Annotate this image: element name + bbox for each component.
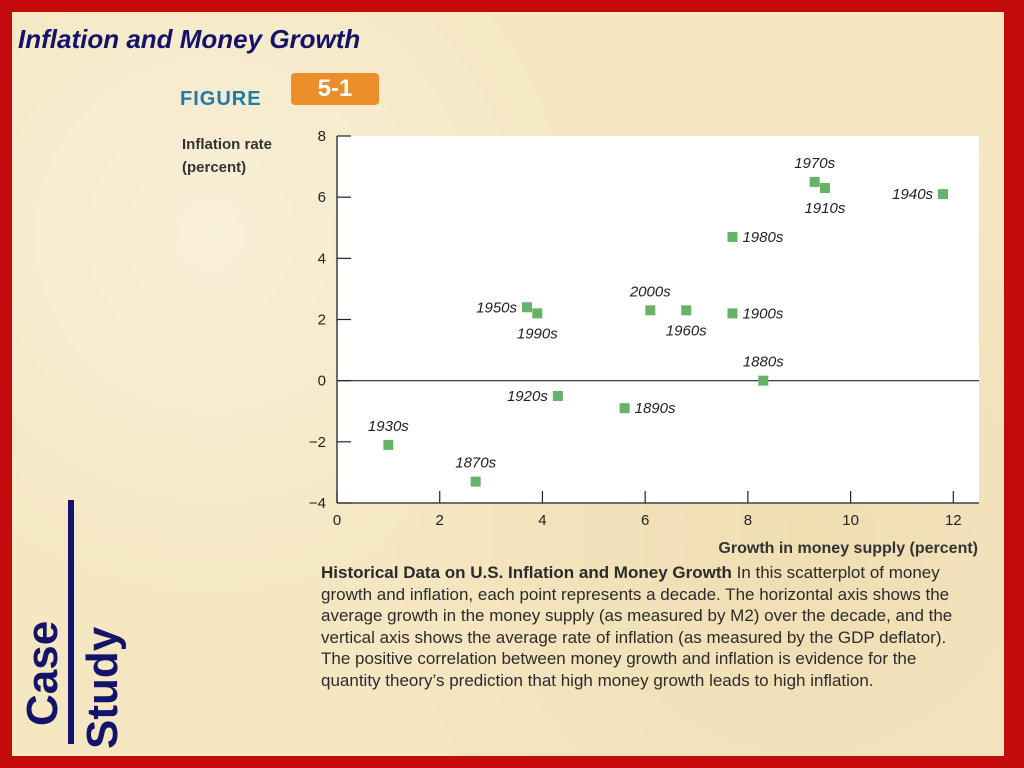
data-point-1870s: [470, 476, 481, 487]
data-point-1920s: [552, 390, 563, 401]
x-tick-label: 6: [641, 512, 649, 529]
data-point-1940s: [938, 189, 949, 200]
point-label-1870s: 1870s: [455, 455, 496, 472]
data-point-1970s: [809, 176, 820, 187]
x-tick-label: 8: [744, 512, 752, 529]
point-label-1910s: 1910s: [804, 200, 845, 217]
data-point-1990s: [532, 308, 543, 319]
x-axis-label: Growth in money supply (percent): [718, 540, 978, 557]
x-tick-label: 10: [842, 512, 859, 529]
y-tick-label: 6: [318, 189, 326, 206]
point-label-1880s: 1880s: [743, 354, 784, 371]
x-tick-label: 12: [945, 512, 962, 529]
y-tick-label: −4: [309, 495, 326, 512]
data-point-1930s: [383, 439, 394, 450]
figure-number-badge: 5-1: [291, 73, 379, 105]
point-label-1950s: 1950s: [476, 299, 517, 316]
caption-heading: Historical Data on U.S. Inflation and Mo…: [321, 563, 732, 582]
case-study-divider: [68, 500, 74, 744]
point-label-1960s: 1960s: [666, 322, 707, 339]
data-point-1890s: [619, 403, 630, 414]
y-tick-label: −2: [309, 434, 326, 451]
chart-point-labels: 1870s 1880s 1890s 1900s 1910s 1920s 1930s 1940s…: [368, 155, 934, 472]
point-label-1990s: 1990s: [517, 325, 558, 342]
case-label: Case: [18, 620, 67, 726]
point-label-1970s: 1970s: [794, 155, 835, 172]
data-point-1900s: [727, 308, 738, 319]
data-point-1880s: [758, 375, 769, 386]
y-tick-label: 0: [318, 373, 326, 390]
figure-word: FIGURE: [180, 88, 262, 110]
data-point-1910s: [819, 182, 830, 193]
study-label: Study: [78, 626, 127, 749]
y-axis-label-line1: Inflation rate: [182, 136, 272, 153]
point-label-1890s: 1890s: [635, 400, 676, 417]
point-label-1900s: 1900s: [742, 305, 783, 322]
x-tick-label: 0: [333, 512, 341, 529]
caption-body: In this scatterplot of money growth and …: [321, 563, 953, 690]
data-point-1960s: [681, 305, 692, 316]
point-label-2000s: 2000s: [629, 283, 671, 300]
y-tick-label: 4: [318, 250, 326, 267]
point-label-1920s: 1920s: [507, 388, 548, 405]
data-point-1980s: [727, 231, 738, 242]
point-label-1930s: 1930s: [368, 418, 409, 435]
y-axis-label-line2: (percent): [182, 159, 246, 176]
point-label-1940s: 1940s: [892, 186, 933, 203]
chart-ticks: −4 −2 0 2 4 6 8 0 2 4 6 8 10 12: [309, 128, 962, 529]
x-tick-label: 2: [436, 512, 444, 529]
figure-caption: Historical Data on U.S. Inflation and Mo…: [321, 562, 971, 691]
slide-title: Inflation and Money Growth: [18, 24, 361, 54]
chart-points: [383, 176, 949, 487]
plot-area: [337, 136, 979, 503]
x-tick-label: 4: [538, 512, 546, 529]
y-tick-label: 2: [318, 312, 326, 329]
point-label-1980s: 1980s: [742, 229, 783, 246]
data-point-1950s: [522, 302, 533, 313]
y-tick-label: 8: [318, 128, 326, 145]
data-point-2000s: [645, 305, 656, 316]
